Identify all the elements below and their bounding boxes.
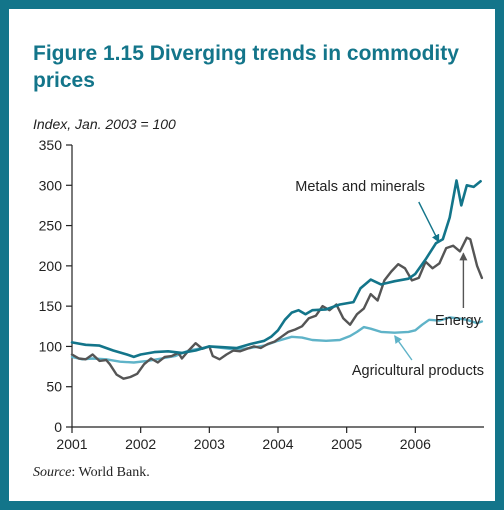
figure-title: Figure 1.15 Diverging trends in commodit… — [33, 42, 459, 92]
x-tick-label: 2001 — [56, 436, 87, 452]
x-tick-label: 2002 — [125, 436, 156, 452]
y-tick-label: 350 — [39, 137, 63, 153]
x-tick-label: 2004 — [262, 436, 293, 452]
x-tick-label: 2005 — [331, 436, 362, 452]
annotation-label-agricultural-products: Agricultural products — [352, 363, 484, 379]
y-tick-label: 100 — [39, 338, 63, 354]
annotation-label-energy: Energy — [435, 313, 482, 329]
y-tick-label: 0 — [54, 419, 62, 435]
annotation-arrow-metals-and-minerals — [418, 201, 440, 243]
series-line-metals-and-minerals — [70, 179, 482, 359]
annotation-layer: Metals and minerals Energy Agricultural pr… — [295, 179, 484, 379]
y-tick-label: 50 — [46, 379, 62, 395]
source-label: Source — [33, 465, 72, 480]
series-layer — [70, 179, 484, 380]
chart-axes: 0 50 100 150 200 250 300 350 2001 2002 2003 2004 200… — [39, 137, 484, 452]
figure-source: Source: World Bank. — [33, 465, 150, 481]
y-tick-label: 200 — [39, 258, 63, 274]
series-line-energy — [70, 236, 484, 380]
y-tick-label: 300 — [39, 177, 63, 193]
y-axis-unit-label: Index, Jan. 2003 = 100 — [33, 116, 176, 132]
annotation-arrow-agricultural-products — [394, 335, 413, 361]
annotation-label-metals-and-minerals: Metals and minerals — [295, 179, 425, 195]
source-text: : World Bank. — [71, 465, 150, 480]
x-tick-label: 2006 — [400, 436, 431, 452]
x-tick-label: 2003 — [194, 436, 225, 452]
y-tick-label: 150 — [39, 298, 63, 314]
y-tick-label: 250 — [39, 218, 63, 234]
